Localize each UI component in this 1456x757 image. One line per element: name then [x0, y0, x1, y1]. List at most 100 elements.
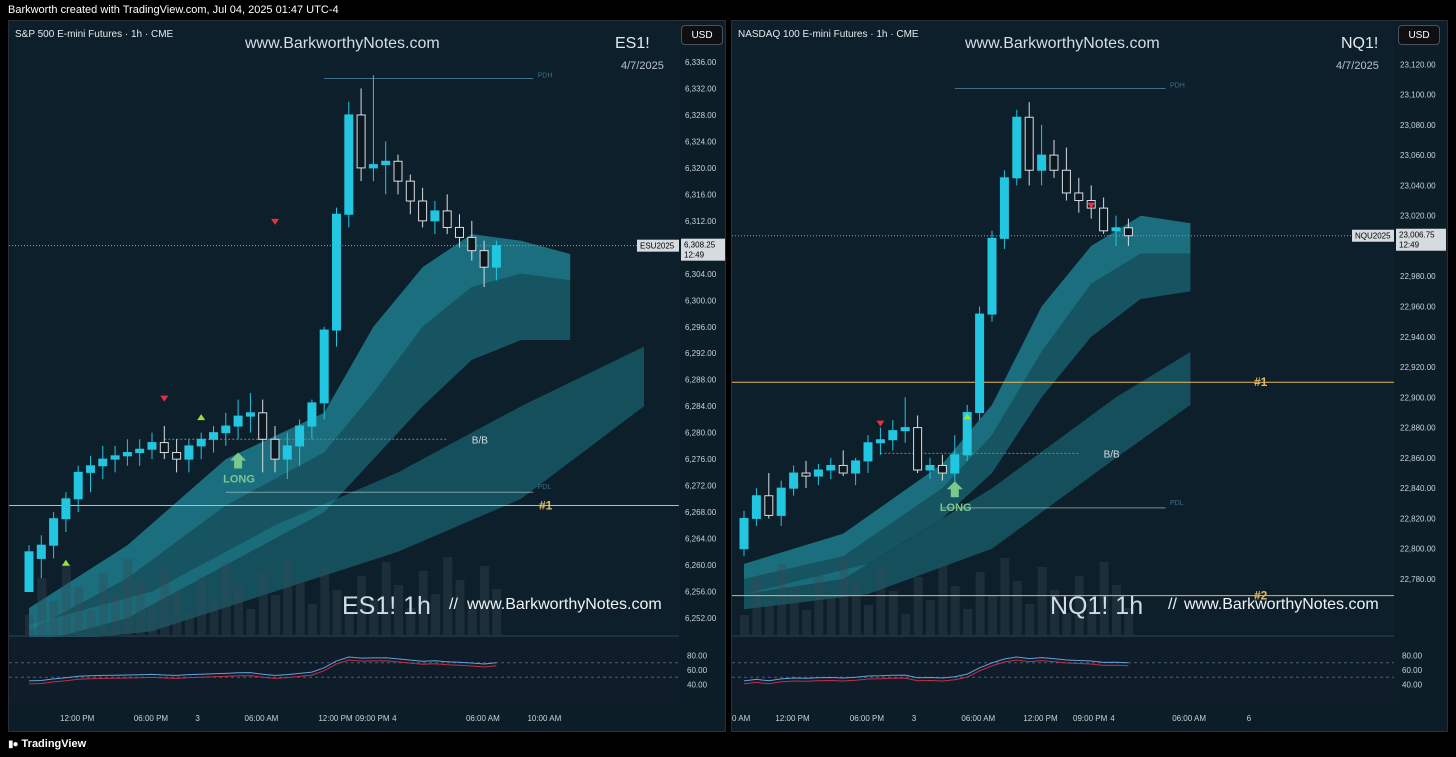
volume-bar — [950, 586, 960, 635]
candle-body — [295, 425, 305, 447]
candle-body — [159, 442, 169, 454]
candle-body — [98, 458, 108, 467]
time-tick-label: 09:00 PM — [1073, 714, 1108, 723]
price-tick-label: 6,280.00 — [685, 429, 717, 438]
volume-bar — [221, 563, 231, 635]
footer-brand[interactable]: ▮● TradingView — [8, 738, 86, 750]
time-tick-label: 4 — [392, 714, 397, 723]
price-tick-label: 6,312.00 — [685, 217, 717, 226]
osc-tick-label: 80.00 — [1402, 652, 1423, 661]
candle-body — [209, 432, 218, 440]
volume-bar — [1000, 558, 1010, 635]
volume-bar — [344, 613, 354, 635]
candle-body — [442, 210, 452, 228]
volume-bar — [913, 577, 923, 635]
fast-ribbon-lower — [29, 273, 571, 645]
candle-body — [110, 455, 120, 460]
candle-body — [307, 402, 317, 427]
candle-body — [900, 427, 910, 432]
volume-bar — [764, 601, 774, 635]
time-tick-label: 12:00 PM — [775, 714, 810, 723]
last-price-tag — [1396, 228, 1446, 251]
currency-button[interactable]: USD — [1398, 25, 1440, 45]
volume-bar — [332, 590, 342, 635]
pdh-label: PDH — [1170, 83, 1185, 90]
candle-body — [319, 329, 329, 404]
volume-bar — [197, 577, 207, 635]
volume-bar — [394, 585, 403, 635]
candle-body — [73, 471, 83, 500]
volume-bar — [1124, 608, 1134, 635]
candle-body — [393, 160, 403, 182]
volume-bar — [430, 594, 440, 635]
price-tick-label: 6,260.00 — [685, 561, 717, 570]
candle-body — [1049, 154, 1059, 171]
candle-body — [987, 237, 997, 315]
osc-line-slow — [28, 659, 497, 685]
candle-body — [479, 250, 489, 268]
volume-bar — [86, 610, 96, 635]
volume-bar — [381, 562, 391, 635]
candle-body — [344, 114, 354, 215]
candle-body — [1024, 116, 1034, 171]
volume-bar — [963, 609, 973, 635]
candle-body — [975, 313, 985, 413]
volume-bar — [467, 603, 477, 635]
price-axis — [1394, 21, 1447, 731]
candle-body — [467, 236, 477, 252]
chart-panel-nq[interactable]: PDHPDLB/B#122,910.00#222,769.00LONG23,14… — [731, 20, 1448, 732]
sell-signal-icon — [1087, 202, 1096, 209]
price-tick-label: 23,100.00 — [1400, 91, 1436, 100]
volume-bar — [1112, 585, 1121, 635]
volume-bar — [1099, 562, 1109, 635]
osc-tick-label: 60.00 — [1402, 666, 1423, 675]
price-tick-label: 6,332.00 — [685, 84, 717, 93]
volume-bar — [1037, 567, 1047, 635]
time-tick-label: 09:00 PM — [355, 714, 390, 723]
volume-bar — [320, 567, 330, 635]
price-tick-label: 22,880.00 — [1400, 424, 1436, 433]
volume-bar — [492, 589, 502, 635]
chart-panel-es[interactable]: PDHPDLB/B#16,269.00LONG6,336.006,332.006… — [8, 20, 726, 732]
candle-body — [950, 454, 960, 474]
currency-button[interactable]: USD — [681, 25, 723, 45]
long-label: LONG — [223, 473, 255, 485]
volume-bar — [975, 572, 985, 635]
candle-body — [1123, 227, 1133, 237]
volume-bar — [172, 591, 182, 635]
candle-body — [851, 460, 861, 474]
watermark-separator: // — [1168, 596, 1177, 613]
price-tick-label: 6,296.00 — [685, 323, 717, 332]
price-tick-label: 22,900.00 — [1400, 393, 1436, 402]
price-tick-label: 23,080.00 — [1400, 121, 1436, 130]
volume-bar — [123, 559, 133, 635]
volume-bar — [802, 610, 811, 635]
candle-body — [455, 226, 464, 238]
candle-body — [813, 469, 823, 477]
volume-bar — [49, 601, 59, 635]
time-tick-label: 3 — [195, 714, 200, 723]
volume-bar — [184, 614, 194, 635]
ticker-label: ES1! — [615, 35, 650, 52]
time-tick-label: 12:00 PM — [318, 714, 353, 723]
price-tick-label: 6,276.00 — [685, 455, 717, 464]
volume-bar — [1012, 581, 1022, 635]
date-label: 4/7/2025 — [621, 60, 664, 72]
price-tick-label: 22,780.00 — [1400, 575, 1436, 584]
candle-body — [147, 442, 157, 450]
time-tick-label: 0 AM — [732, 714, 751, 723]
candle-body — [270, 438, 280, 460]
long-arrow-icon — [946, 481, 963, 498]
price-tick-label: 23,040.00 — [1400, 181, 1436, 190]
contract-label: ESU2025 — [640, 242, 675, 251]
chart-canvas-nq[interactable]: PDHPDLB/B#122,910.00#222,769.00LONG23,14… — [732, 21, 1448, 732]
price-tick-label: 6,320.00 — [685, 164, 717, 173]
chart-canvas-es[interactable]: PDHPDLB/B#16,269.00LONG6,336.006,332.006… — [9, 21, 726, 732]
candle-body — [875, 439, 885, 444]
price-tick-label: 22,800.00 — [1400, 545, 1436, 554]
volume-bar — [234, 586, 244, 635]
price-tick-label: 22,940.00 — [1400, 333, 1436, 342]
fast-ribbon-upper — [744, 215, 1191, 579]
osc-tick-label: 80.00 — [687, 652, 708, 661]
time-tick-label: 06:00 AM — [1172, 714, 1206, 723]
